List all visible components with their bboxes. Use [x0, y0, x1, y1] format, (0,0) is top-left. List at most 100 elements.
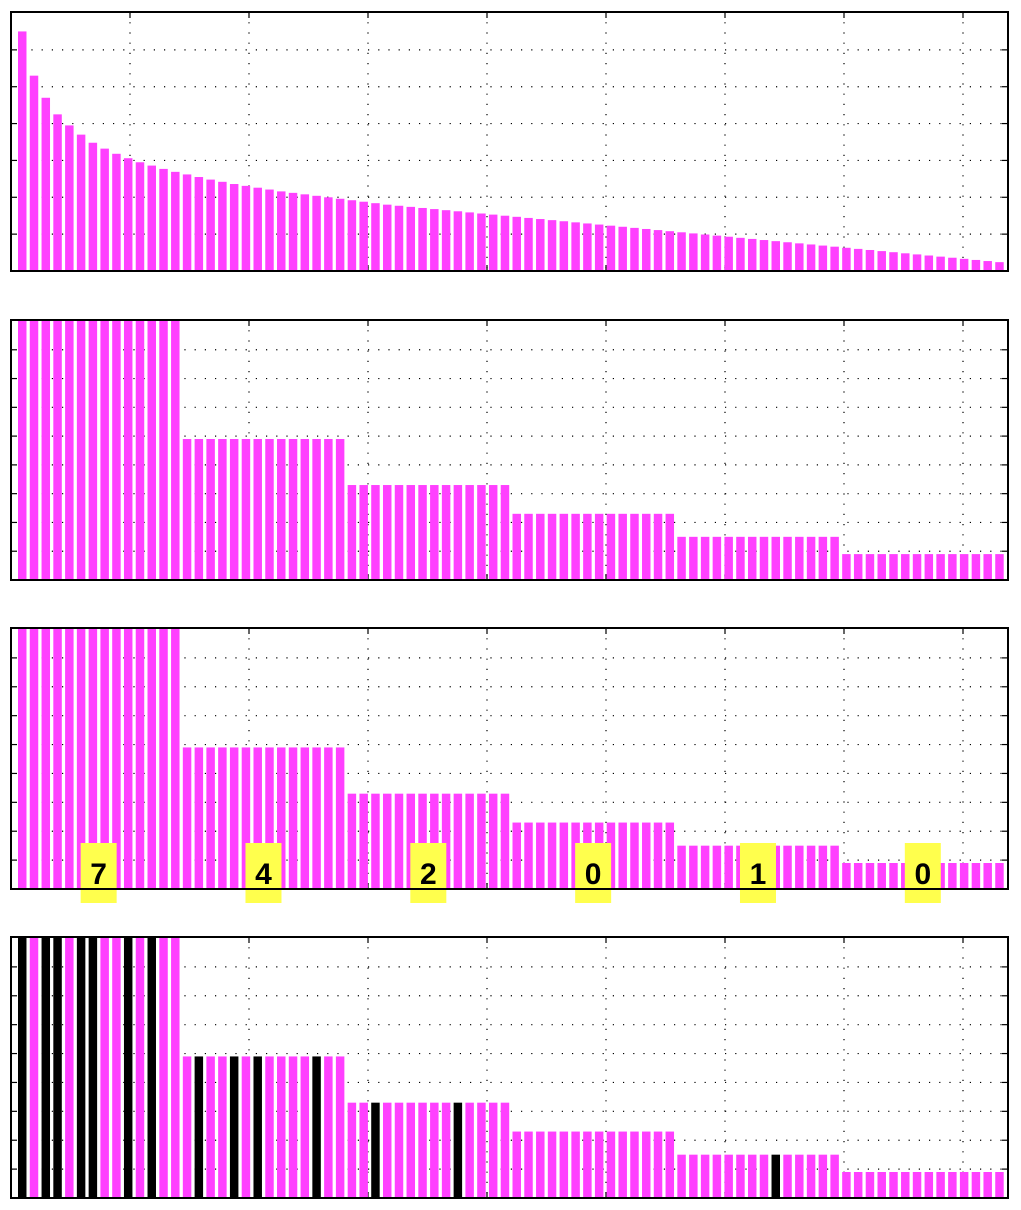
- bar: [606, 1131, 616, 1198]
- bar: [971, 259, 981, 271]
- bar: [418, 485, 427, 580]
- annotation-label: 1: [739, 843, 776, 903]
- bar: [76, 629, 86, 889]
- bar: [41, 97, 51, 272]
- bar: [642, 822, 651, 889]
- bar: [642, 1131, 651, 1198]
- bar: [123, 158, 133, 271]
- bar: [241, 1056, 251, 1198]
- bar: [135, 938, 145, 1198]
- bar: [618, 1131, 627, 1198]
- bar: [995, 262, 1004, 271]
- bar: [359, 1102, 368, 1198]
- bar: [488, 793, 498, 889]
- bar: [312, 438, 321, 580]
- bar: [830, 1154, 839, 1198]
- bar: [889, 554, 898, 580]
- bar: [206, 438, 215, 580]
- bar: [971, 554, 981, 580]
- bar: [995, 1172, 1004, 1198]
- bar: [524, 1131, 533, 1198]
- bar: [747, 536, 757, 580]
- bar: [477, 793, 486, 889]
- bar: [853, 1172, 863, 1198]
- bar: [571, 513, 580, 580]
- bar: [665, 231, 675, 271]
- bar: [830, 536, 839, 580]
- bar: [736, 1154, 745, 1198]
- bar: [806, 536, 816, 580]
- bar: [182, 174, 192, 271]
- bar-selected: [123, 938, 133, 1198]
- bar: [147, 321, 156, 580]
- bar: [795, 536, 804, 580]
- bar: [465, 1102, 474, 1198]
- bar: [712, 235, 722, 271]
- bar: [771, 241, 780, 271]
- bar: [53, 629, 62, 889]
- bar: [677, 1154, 686, 1198]
- bar: [465, 793, 474, 889]
- bar: [712, 536, 722, 580]
- bar-selected: [53, 938, 62, 1198]
- bar: [536, 513, 545, 580]
- bar: [983, 863, 992, 889]
- bar: [618, 513, 627, 580]
- bar: [936, 1172, 945, 1198]
- bar: [288, 192, 298, 271]
- bar: [700, 1154, 710, 1198]
- bar: [948, 863, 957, 889]
- bar: [359, 485, 368, 580]
- bar: [630, 1131, 639, 1198]
- bar: [100, 321, 109, 580]
- bar: [747, 1154, 757, 1198]
- bar: [853, 248, 863, 271]
- bar: [700, 845, 710, 889]
- bar: [924, 255, 934, 271]
- annotation-box: [575, 843, 612, 903]
- bar: [689, 845, 698, 889]
- bar: [594, 1131, 604, 1198]
- bar: [382, 485, 392, 580]
- bar: [441, 485, 451, 580]
- bar: [441, 793, 451, 889]
- bar: [394, 1102, 404, 1198]
- bar: [229, 747, 239, 889]
- bar: [159, 321, 168, 580]
- bar: [995, 554, 1004, 580]
- bar: [418, 793, 427, 889]
- bar: [889, 1172, 898, 1198]
- bar: [88, 321, 98, 580]
- bar: [936, 554, 945, 580]
- bar: [324, 747, 333, 889]
- bar: [653, 1131, 663, 1198]
- bar: [971, 1172, 981, 1198]
- bar: [147, 629, 156, 889]
- bar: [618, 822, 627, 889]
- bar: [288, 1056, 298, 1198]
- bar: [277, 747, 286, 889]
- bar: [241, 747, 251, 889]
- bar: [65, 321, 74, 580]
- bar: [594, 513, 604, 580]
- bar: [736, 536, 745, 580]
- annotation-text: 1: [750, 858, 767, 891]
- bar: [818, 1154, 828, 1198]
- bar: [536, 1131, 545, 1198]
- bar: [159, 938, 168, 1198]
- bar: [465, 485, 474, 580]
- bar-selected: [253, 1056, 262, 1198]
- bar: [147, 165, 156, 271]
- bar: [948, 554, 957, 580]
- bar: [406, 206, 416, 271]
- bar: [371, 485, 380, 580]
- bar: [606, 513, 616, 580]
- bar: [88, 629, 98, 889]
- bar: [889, 252, 898, 271]
- bar: [182, 1056, 192, 1198]
- bar: [206, 747, 215, 889]
- bar: [630, 227, 639, 271]
- bar: [677, 232, 686, 271]
- bar: [912, 254, 922, 271]
- bar: [406, 1102, 416, 1198]
